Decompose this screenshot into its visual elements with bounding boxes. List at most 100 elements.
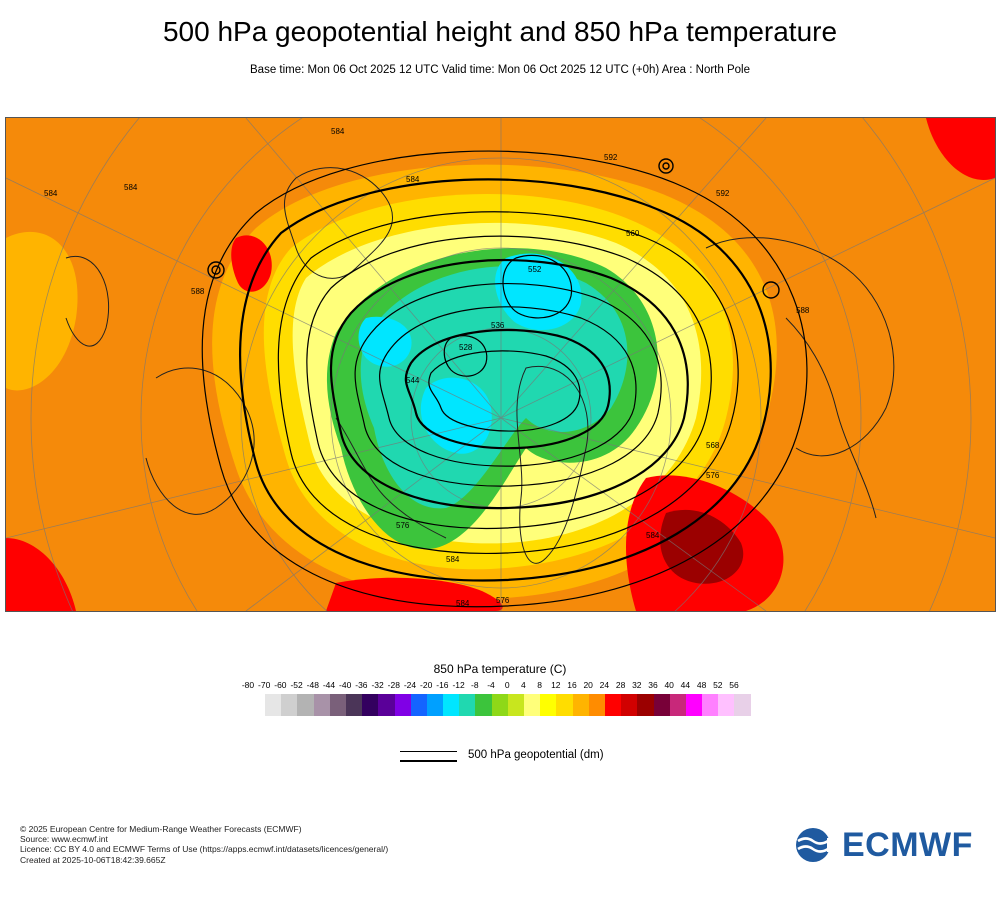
temp-field-red-west xyxy=(6,538,76,611)
colorbar-tick-label: 44 xyxy=(680,680,691,690)
contour-label: 544 xyxy=(406,376,420,385)
colorbar-swatch xyxy=(459,694,476,716)
temp-field-red-south xyxy=(326,577,503,611)
contour-labels: 584 584 584 584 588 592 576 576 552 528 … xyxy=(44,127,810,608)
colorbar-swatch xyxy=(265,694,282,716)
contour-label: 560 xyxy=(626,229,640,238)
colorbar-swatch xyxy=(685,694,703,716)
footer-licence: Licence: CC BY 4.0 and ECMWF Terms of Us… xyxy=(20,844,389,855)
contour-label: 576 xyxy=(396,521,410,530)
ecmwf-logo-icon xyxy=(796,828,838,862)
colorbar-swatch xyxy=(378,694,395,716)
chart-subtitle: Base time: Mon 06 Oct 2025 12 UTC Valid … xyxy=(250,64,750,76)
colorbar-swatch xyxy=(362,694,379,716)
temp-field-darkred-pacific xyxy=(660,509,744,584)
footer-copyright: © 2025 European Centre for Medium-Range … xyxy=(20,824,302,834)
colorbar-tick-label: 36 xyxy=(648,680,658,690)
colorbar-swatch xyxy=(281,694,298,716)
contour-label: 588 xyxy=(796,306,810,315)
contour-label: 588 xyxy=(191,287,205,296)
colorbar-swatch xyxy=(621,694,638,716)
colorbar-swatch xyxy=(604,694,622,716)
colorbar-tick-label: -60 xyxy=(274,680,287,690)
colorbar-swatch xyxy=(410,694,427,716)
colorbar-tick-label: -8 xyxy=(471,680,479,690)
colorbar-tick-label: 0 xyxy=(504,680,510,690)
colorbar-swatch xyxy=(329,694,346,716)
colorbar-swatch xyxy=(653,694,670,716)
colorbar-tick-label: 40 xyxy=(664,680,674,690)
colorbar-tick-label: -32 xyxy=(371,680,384,690)
colorbar-tick-label: 24 xyxy=(599,680,610,690)
colorbar-swatch xyxy=(556,694,573,716)
contour-label: 536 xyxy=(491,321,505,330)
temperature-legend-ticks: -80 -70 -60 -52 -48 -44 -40 -36 -32 -28 -24 -20 -16-… xyxy=(238,680,768,694)
colorbar-swatch xyxy=(718,694,735,716)
colorbar-swatch xyxy=(540,694,557,716)
colorbar-swatch xyxy=(491,694,508,716)
colorbar-tick-label: -36 xyxy=(355,680,368,690)
colorbar-swatch xyxy=(572,694,589,716)
colorbar-tick-label: -20 xyxy=(420,680,433,690)
footer-source: Source: www.ecmwf.int xyxy=(20,834,108,845)
contour-label: 528 xyxy=(459,343,473,352)
colorbar-swatch xyxy=(669,694,686,716)
colorbar-tick-label: 56 xyxy=(729,680,739,690)
colorbar-swatch xyxy=(637,694,654,716)
temp-field-red-atlantic xyxy=(231,235,272,292)
footer: © 2025 European Centre for Medium-Range … xyxy=(20,824,388,865)
colorbar-swatch xyxy=(426,694,444,716)
colorbar-tick-label: 16 xyxy=(567,680,577,690)
colorbar-tick-label: 52 xyxy=(713,680,723,690)
contour-label: 584 xyxy=(456,599,470,608)
contour-label: 576 xyxy=(496,596,510,605)
temp-field-cyan-1 xyxy=(495,253,582,331)
temp-field-cyan-3 xyxy=(358,316,412,367)
contour-label: 568 xyxy=(706,441,720,450)
contour-label: 584 xyxy=(331,127,345,136)
colorbar-swatch xyxy=(443,694,460,716)
colorbar-swatch xyxy=(702,694,719,716)
colorbar-tick-label: -52 xyxy=(290,680,303,690)
colorbar-tick-label: 48 xyxy=(696,680,707,690)
colorbar-swatch xyxy=(345,694,363,716)
colorbar-swatch xyxy=(734,694,751,716)
colorbar-tick-label: 4 xyxy=(521,680,526,690)
contour-label: 584 xyxy=(646,531,660,540)
temp-field-yellow-west xyxy=(6,231,78,391)
polar-map: 584 584 584 584 588 592 576 576 552 528 … xyxy=(5,117,996,612)
colorbar-tick-label: -80 xyxy=(241,680,255,690)
colorbar-tick-label: -48 xyxy=(306,680,319,690)
temperature-legend-title: 850 hPa temperature (C) xyxy=(433,662,567,676)
colorbar-swatch xyxy=(588,694,605,716)
temp-field-red-ne xyxy=(926,118,995,180)
contour-label: 552 xyxy=(528,265,542,274)
temperature-legend-colorbar xyxy=(265,694,751,716)
colorbar-tick-label: -24 xyxy=(403,680,417,690)
contour-label: 584 xyxy=(406,175,420,184)
colorbar-swatch xyxy=(507,694,524,716)
colorbar-swatch xyxy=(524,694,541,716)
colorbar-tick-label: -28 xyxy=(387,680,400,690)
geopotential-legend-label: 500 hPa geopotential (dm) xyxy=(468,749,604,761)
contour-label: 584 xyxy=(446,555,460,564)
ecmwf-logo-text: ECMWF xyxy=(842,826,973,864)
colorbar-tick-label: 12 xyxy=(551,680,561,690)
colorbar-tick-label: -4 xyxy=(487,680,495,690)
chart-title: 500 hPa geopotential height and 850 hPa … xyxy=(162,16,838,47)
contour-label: 592 xyxy=(604,153,618,162)
geopotential-line-sample xyxy=(400,749,457,763)
ecmwf-logo: ECMWF xyxy=(794,826,984,864)
colorbar-tick-label: -44 xyxy=(322,680,336,690)
colorbar-tick-label: -40 xyxy=(339,680,352,690)
colorbar-tick-label: -12 xyxy=(452,680,465,690)
colorbar-swatch xyxy=(475,694,492,716)
colorbar-tick-label: 28 xyxy=(615,680,626,690)
footer-created: Created at 2025-10-06T18:42:39.665Z xyxy=(20,854,166,865)
colorbar-tick-label: 32 xyxy=(632,680,642,690)
colorbar-swatch xyxy=(297,694,314,716)
contour-label: 584 xyxy=(124,183,138,192)
contour-label: 592 xyxy=(716,189,730,198)
colorbar-tick-label: -16 xyxy=(436,680,449,690)
colorbar-swatch xyxy=(394,694,411,716)
